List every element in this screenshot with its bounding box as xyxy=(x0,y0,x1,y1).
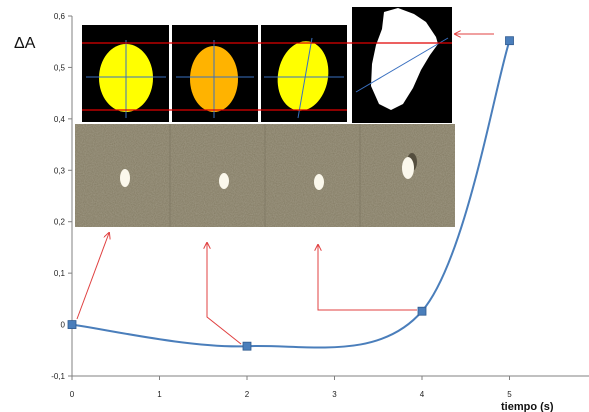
x-tick-label: 5 xyxy=(507,390,512,399)
particle-2 xyxy=(219,173,229,189)
y-tick-label: 0,5 xyxy=(54,63,66,72)
y-tick-label: 0 xyxy=(61,321,66,330)
arrow-1 xyxy=(76,233,109,320)
x-tick-label: 2 xyxy=(245,390,250,399)
y-tick-label: -0,1 xyxy=(51,372,65,381)
x-tick-label: 3 xyxy=(332,390,337,399)
segmentation-panels xyxy=(82,7,452,123)
y-tick-label: 0,3 xyxy=(54,166,66,175)
data-point xyxy=(505,36,514,46)
annotation-arrows xyxy=(76,34,494,345)
axes: -0,1 0 0,1 0,2 0,3 0,4 0,5 0,6 0 1 2 3 4 5 xyxy=(51,12,589,399)
data-point xyxy=(67,320,77,329)
y-tick-label: 0,2 xyxy=(54,218,66,227)
blob-3 xyxy=(277,41,329,111)
y-tick-label: 0,4 xyxy=(54,115,66,124)
y-axis-label: ΔA xyxy=(14,35,36,52)
x-tick-label: 4 xyxy=(420,390,425,399)
x-tick-label: 0 xyxy=(70,390,75,399)
y-tick-label: 0,1 xyxy=(54,269,66,278)
x-ticks: 0 1 2 3 4 5 xyxy=(70,376,512,399)
x-tick-label: 1 xyxy=(157,390,162,399)
x-axis-label: tiempo (s) xyxy=(501,401,554,412)
texture-strip xyxy=(75,124,455,227)
particle-3 xyxy=(314,174,324,190)
data-point xyxy=(417,306,427,316)
particle-1 xyxy=(120,169,130,187)
blob-4 xyxy=(371,8,438,110)
particle-4 xyxy=(402,157,414,179)
arrow-3 xyxy=(318,245,417,311)
panel-3-blue-v xyxy=(297,37,313,119)
data-point xyxy=(242,341,252,351)
y-ticks: -0,1 0 0,1 0,2 0,3 0,4 0,5 0,6 xyxy=(51,12,72,381)
panel-4-blue-diag xyxy=(355,37,449,93)
data-points xyxy=(67,36,514,351)
arrow-2 xyxy=(207,243,242,345)
series-curve xyxy=(71,40,511,349)
texture-strip-grain xyxy=(75,124,455,227)
y-tick-label: 0,6 xyxy=(54,12,66,21)
